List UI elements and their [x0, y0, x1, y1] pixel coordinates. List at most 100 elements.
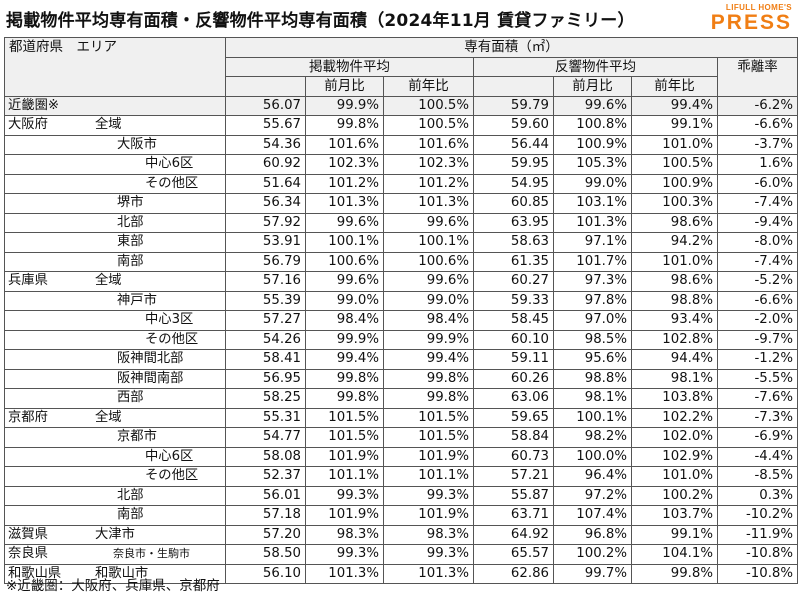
listing-avg-cell: 56.01 — [225, 485, 306, 506]
area-label: 京都市 — [117, 429, 157, 444]
header-response-avg: 反響物件平均 — [473, 56, 718, 77]
table-row: 中心6区 60.92 102.3% 102.3% 59.95 105.3% 100.5% 1.… — [4, 154, 799, 175]
response-avg-cell: 59.79 — [473, 95, 554, 116]
region-name-cell: 北部 — [4, 212, 226, 233]
response-avg-cell: 60.27 — [473, 271, 554, 292]
response-mom-cell: 97.3% — [553, 271, 632, 292]
response-mom-cell: 99.7% — [553, 563, 632, 584]
response-avg-cell: 63.95 — [473, 212, 554, 233]
area-label: 全域 — [95, 409, 122, 425]
area-label: その他区 — [145, 331, 199, 347]
listing-yoy-cell: 101.5% — [383, 407, 474, 428]
listing-yoy-cell: 100.5% — [383, 115, 474, 136]
table-row: 西部 58.25 99.8% 99.8% 63.06 98.1% 103.8% -7.6% — [4, 388, 799, 409]
region-name-cell: その他区 — [4, 329, 226, 350]
response-avg-cell: 63.06 — [473, 388, 554, 409]
listing-mom-cell: 99.8% — [305, 115, 384, 136]
listing-avg-cell: 52.37 — [225, 466, 306, 487]
prefecture-label: 兵庫県 — [8, 273, 48, 288]
listing-yoy-cell: 101.6% — [383, 134, 474, 155]
divergence-cell: -8.0% — [716, 232, 799, 253]
listing-avg-cell: 54.77 — [225, 427, 306, 448]
listing-mom-cell: 99.9% — [305, 95, 384, 116]
listing-avg-cell: 53.91 — [225, 232, 306, 253]
response-mom-cell: 101.7% — [553, 251, 632, 272]
region-name-cell: 和歌山県 和歌山市 — [4, 563, 226, 584]
response-yoy-cell: 101.0% — [631, 251, 718, 272]
listing-yoy-cell: 98.4% — [383, 310, 474, 331]
listing-mom-cell: 98.4% — [305, 310, 384, 331]
region-name-cell: 阪神間南部 — [4, 368, 226, 389]
prefecture-label: 和歌山県 — [8, 565, 62, 581]
divergence-cell: -7.6% — [716, 388, 799, 409]
table-row: 北部 56.01 99.3% 99.3% 55.87 97.2% 100.2% 0.3% — [4, 485, 799, 506]
listing-mom-cell: 99.8% — [305, 388, 384, 409]
listing-mom-cell: 101.1% — [305, 466, 384, 487]
divergence-cell: -7.4% — [716, 193, 799, 214]
region-name-cell: 中心6区 — [4, 446, 226, 467]
listing-mom-cell: 101.2% — [305, 173, 384, 194]
region-name-cell: 中心6区 — [4, 154, 226, 175]
area-table: 都道府県 エリア 専有面積（㎡） 掲載物件平均 反響物件平均 乖離率 前月比 前… — [4, 37, 799, 584]
divergence-cell: -10.8% — [716, 544, 799, 565]
response-avg-cell: 58.45 — [473, 310, 554, 331]
table-row: その他区 51.64 101.2% 101.2% 54.95 99.0% 100.9% -6.… — [4, 173, 799, 194]
table-row: 東部 53.91 100.1% 100.1% 58.63 97.1% 94.2% -8.0% — [4, 232, 799, 253]
listing-mom-cell: 100.1% — [305, 232, 384, 253]
footnote: ※近畿圏：大阪府、兵庫県、京都府 — [6, 578, 220, 594]
response-yoy-cell: 98.1% — [631, 368, 718, 389]
response-avg-cell: 59.60 — [473, 115, 554, 136]
response-mom-cell: 107.4% — [553, 505, 632, 526]
table-row: 阪神間北部 58.41 99.4% 99.4% 59.11 95.6% 94.4% -1.2% — [4, 349, 799, 370]
header-response-yoy: 前年比 — [631, 76, 718, 97]
area-label: 南部 — [117, 253, 144, 269]
logo-line2: PRESS — [710, 11, 792, 34]
header-area: 専有面積（㎡） — [224, 37, 799, 58]
listing-yoy-cell: 102.3% — [383, 154, 474, 175]
response-mom-cell: 95.6% — [553, 349, 632, 370]
header-listing-mom: 前月比 — [305, 76, 384, 97]
header-listing-avg: 掲載物件平均 — [225, 56, 474, 77]
response-yoy-cell: 102.2% — [631, 407, 718, 428]
area-label: その他区 — [145, 175, 199, 191]
listing-yoy-cell: 99.0% — [383, 290, 474, 311]
listing-yoy-cell: 99.4% — [383, 349, 474, 370]
area-label: 南部 — [117, 507, 144, 522]
listing-yoy-cell: 99.9% — [383, 329, 474, 350]
region-name-cell: 西部 — [4, 388, 226, 409]
response-mom-cell: 97.2% — [553, 485, 632, 506]
listing-yoy-cell: 99.6% — [383, 271, 474, 292]
divergence-cell: -6.6% — [716, 290, 799, 311]
response-avg-cell: 58.84 — [473, 427, 554, 448]
response-avg-cell: 61.35 — [473, 251, 554, 272]
response-mom-cell: 96.4% — [553, 466, 632, 487]
response-mom-cell: 97.8% — [553, 290, 632, 311]
listing-mom-cell: 100.6% — [305, 251, 384, 272]
table-row: 兵庫県 全域 57.16 99.6% 99.6% 60.27 97.3% 98.6% -5.2% — [4, 271, 799, 292]
header-blank-listing — [225, 76, 306, 97]
response-yoy-cell: 93.4% — [631, 310, 718, 331]
listing-yoy-cell: 100.5% — [383, 95, 474, 116]
response-yoy-cell: 99.8% — [631, 563, 718, 584]
response-avg-cell: 60.26 — [473, 368, 554, 389]
listing-yoy-cell: 101.1% — [383, 466, 474, 487]
response-avg-cell: 58.63 — [473, 232, 554, 253]
response-yoy-cell: 99.1% — [631, 524, 718, 545]
header-response-mom: 前月比 — [553, 76, 632, 97]
area-label: 神戸市 — [117, 292, 157, 308]
listing-mom-cell: 98.3% — [305, 524, 384, 545]
area-label: 奈良市・生駒市 — [113, 547, 190, 560]
prefecture-label: 近畿圏※ — [8, 97, 60, 113]
listing-avg-cell: 56.34 — [225, 193, 306, 214]
listing-mom-cell: 101.6% — [305, 134, 384, 155]
region-name-cell: 大阪府 全域 — [4, 115, 226, 136]
response-mom-cell: 100.1% — [553, 407, 632, 428]
prefecture-label: 奈良県 — [8, 546, 48, 561]
response-yoy-cell: 102.9% — [631, 446, 718, 467]
region-name-cell: 阪神間北部 — [4, 349, 226, 370]
response-yoy-cell: 104.1% — [631, 544, 718, 565]
area-label: 全域 — [95, 273, 122, 288]
listing-mom-cell: 99.6% — [305, 212, 384, 233]
listing-avg-cell: 54.26 — [225, 329, 306, 350]
prefecture-label: 大阪府 — [8, 117, 48, 132]
